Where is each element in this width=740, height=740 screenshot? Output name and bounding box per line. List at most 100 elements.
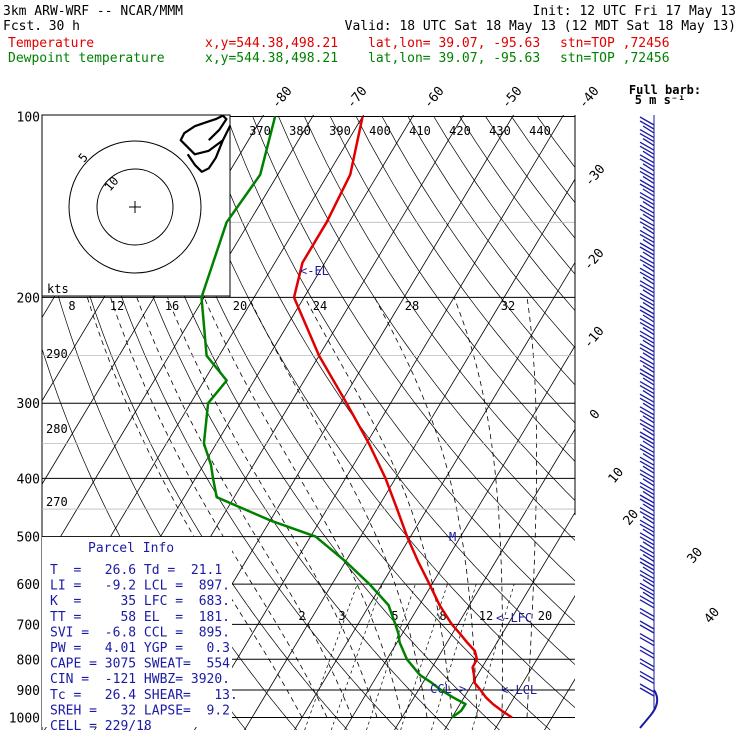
pressure-tick-label: 800 [17,653,40,668]
hodograph-speed-label: 32 [501,299,515,313]
wind-barb-flag [642,364,655,373]
el-marker: <-EL [300,264,329,278]
wind-barb-flag [639,343,655,353]
wind-barb-flag [639,347,655,357]
parcel-info-row: SVI = -6.8 CCL = 895. [50,625,230,640]
wind-barb-flag [639,305,655,315]
wind-barb-flag [639,557,655,567]
pressure-tick-label: 900 [17,684,40,699]
wind-barb-flag [639,183,655,193]
theta-label: 420 [449,124,471,138]
wind-barb-flag [639,422,655,432]
wind-barb-flag [639,271,655,281]
wind-barb-flag [639,599,655,609]
m-marker: M [449,530,456,544]
wind-barb-flag [639,523,655,533]
wind-barb-flag [642,579,655,588]
parcel-info-row: CAPE = 3075 SWEAT= 554 [50,657,230,672]
wind-barb-flag [642,213,655,222]
dry-adiabat [252,116,575,582]
wind-barb-flag [639,586,655,596]
isotherm-line [594,103,740,730]
parcel-info-row: K = 35 LFC = 683. [50,594,230,609]
wind-barb-flag [639,166,655,176]
wind-barb-flag [639,645,655,655]
wind-barb-flag [639,284,655,294]
mixing-ratio-label: 12 [479,609,493,623]
legend-latlon: lat,lon= 39.07, -95.63 [368,36,540,51]
wind-barb-flag [639,233,655,243]
parcel-info-row: CIN = -121 HWBZ= 3920. [50,672,230,687]
dry-adiabat [381,116,575,386]
model-title: 3km ARW-WRF -- NCAR/MMM [3,4,183,19]
mixing-ratio-label: 3 [338,609,345,623]
legend-station: stn=TOP ,72456 [560,36,670,51]
barb-legend-line2: 5 m s⁻¹ [635,93,686,107]
wind-barb-flag [639,145,655,155]
wind-barb-flag [642,541,655,550]
legend-station: stn=TOP ,72456 [560,51,670,66]
wind-barb-flag [639,507,655,517]
wind-barb-flag [639,372,655,382]
wind-barb-flag [639,359,655,369]
wind-barb-flag [639,658,655,668]
wind-barb-flag [642,264,655,273]
hodograph-ring [68,140,202,274]
dry-adiabat [433,116,575,312]
wind-barb-flag [639,649,655,659]
wind-barb-flag [639,196,655,206]
hodograph-speed-label: 16 [165,299,179,313]
isotherm-label: -60 [421,84,448,112]
wind-barb-flag [642,453,655,462]
wind-barb-flag [639,431,655,441]
moist-adiabat [453,297,503,718]
wind-barb-flag [639,519,655,529]
wind-barb-flag [642,440,655,449]
hodograph-speed-label: 8 [68,299,75,313]
mixing-ratio-line [304,584,358,730]
wind-barb-flag [642,188,655,197]
isotherm-line [194,115,564,730]
parcel-info-row: CELL = 229/18 [50,719,152,734]
parcel-info-row: SREH = 32 LAPSE= 9.2 [50,703,230,718]
dry-adiabat [97,116,450,730]
wind-barb-flag [639,624,655,634]
wind-barb-flag [642,390,655,399]
wind-barb-flag [642,289,655,298]
dry-adiabat [355,116,575,424]
valid-time: Valid: 18 UTC Sat 18 May 13 (12 MDT Sat … [345,19,736,34]
inset-theta-label: 290 [46,347,68,361]
wind-barb-flag [639,322,655,332]
wind-barb-flag [639,570,655,580]
wind-barb-flag [642,427,655,436]
isotherm-line [294,261,575,730]
dry-adiabat [226,116,575,623]
forecast-label: Fcst. [3,19,42,34]
hodograph-trace [179,114,231,173]
theta-label: 440 [529,124,551,138]
wind-barb-flag [639,473,655,483]
wind-barb-flag [639,129,655,139]
wind-barb-flag [639,120,655,130]
parcel-info-row: Tc = 26.4 SHEAR= 13. [50,688,238,703]
wind-barb-flag [642,301,655,310]
isotherm-label: 0 [587,407,604,423]
wind-barb-flag [639,435,655,445]
wind-barb-flag [639,574,655,584]
inset-theta-label: 280 [46,422,68,436]
pressure-tick-label: 200 [17,291,40,306]
forecast-hour: 30 h [49,19,80,34]
wind-barb-flag [639,368,655,378]
wind-barb-flag [642,327,655,336]
wind-barbs [639,115,659,729]
mixing-ratio-label: 5 [391,609,398,623]
hodograph-speed-label: 28 [405,299,419,313]
pressure-tick-label: 300 [17,397,40,412]
isotherm-label: -10 [581,324,608,352]
mixing-ratio-line [400,584,448,730]
dry-adiabat [304,116,575,501]
dewpoint-profile [200,116,467,719]
wind-barb-flag [639,410,655,420]
dry-adiabat [485,116,575,239]
wind-barb-flag [639,318,655,328]
